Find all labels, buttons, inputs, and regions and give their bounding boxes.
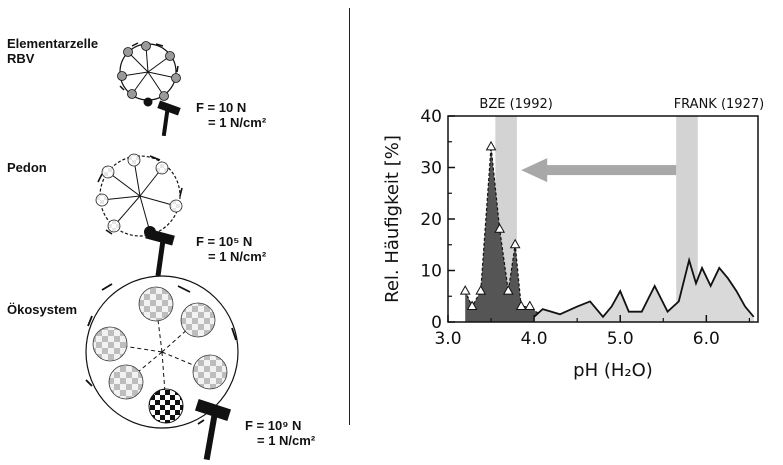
x-tick-label: 5.0 [607,329,634,349]
y-axis-ticks: 0 10 20 30 40 [420,107,455,333]
oekosystem-cell [85,275,239,461]
rbv-cell [117,41,181,137]
x-tick-label: 3.0 [434,329,461,349]
x-tick-label: 4.0 [521,329,548,349]
x-tick-label: 6.0 [693,329,720,349]
bze-marker-3 [485,140,497,151]
ph-frequency-chart: 0 10 20 30 40 3.0 4.0 5.0 6.0 BZE (1992) FRANK … [382,97,765,381]
y-axis-label: Rel. Häufigkeit [%] [382,135,403,303]
bze-marker-1 [466,300,478,311]
series-area-1 [534,260,754,322]
label-pedon: Pedon [7,160,47,175]
shift-arrow [521,158,677,183]
rotation-arrow-icon [119,42,179,91]
bze-marker-0 [459,285,471,295]
series-area-0 [465,146,578,322]
bze-marker-8 [524,300,536,311]
force-pedon: F = 10⁵ N = 1 N/cm² [196,234,267,264]
arrow-head [521,158,548,183]
force-rbv: F = 10 N = 1 N/cm² [196,100,267,130]
bze-marker-2 [475,285,487,295]
x-axis-ticks: 3.0 4.0 5.0 6.0 [434,315,750,349]
scale-illustrations [85,41,239,461]
hammer-icon [157,100,181,137]
series-line-1 [533,256,755,319]
y-tick-label: 10 [420,262,442,282]
pedon-cell [95,153,183,277]
bze-marker-5 [502,285,514,295]
force-oekosystem: F = 10⁹ N = 1 N/cm² [245,418,316,448]
x-axis-label: pH (H₂O) [573,360,653,381]
label-oekosystem: Ökosystem [7,302,78,317]
bze-marker-7 [515,300,527,311]
y-tick-label: 30 [420,159,442,179]
particle-sphere-icon [117,41,181,101]
y-tick-label: 20 [420,210,442,230]
bze-marker-6 [509,238,521,249]
label-elementarzelle: Elementarzelle RBV [7,36,99,66]
y-tick-label: 40 [420,107,442,127]
highlight-bands [495,116,698,322]
annotation-bze: BZE (1992) [479,97,552,112]
annotation-frank: FRANK (1927) [674,97,765,112]
series-markers [459,140,536,311]
arrow-shaft [541,165,677,176]
y-tick-label: 0 [431,313,442,333]
bze-marker-4 [494,223,506,233]
divider-line [349,8,350,425]
